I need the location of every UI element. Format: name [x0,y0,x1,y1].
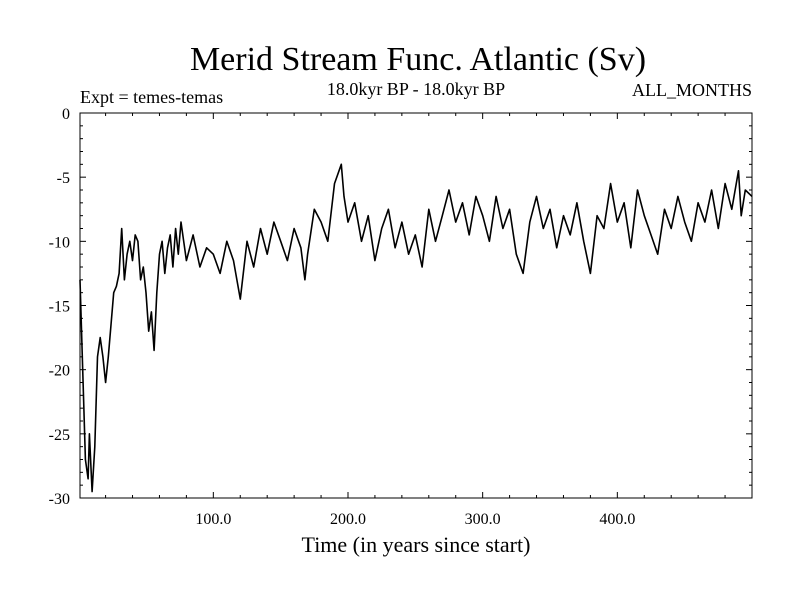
x-tick-label: 300.0 [465,511,501,528]
series-line [79,163,753,493]
experiment-label: Expt = temes-temas [80,87,223,107]
x-axis-label: Time (in years since start) [302,532,531,557]
chart-title: Merid Stream Func. Atlantic (Sv) [190,41,646,78]
y-tick-label: -15 [49,299,70,316]
y-tick-label: -30 [49,491,70,508]
chart-subtitle: 18.0kyr BP - 18.0kyr BP [327,79,505,99]
plot-frame [79,112,753,499]
y-tick-label: -5 [57,170,70,187]
y-tick-label: -10 [49,234,70,251]
y-tick-label: -20 [49,363,70,380]
y-axis-ticks: 0 -5 -10 -15 -20 -25 -30 [49,106,752,508]
y-tick-label: -25 [49,427,70,444]
y-tick-label: 0 [62,106,70,123]
x-tick-label: 100.0 [195,511,231,528]
x-tick-label: 200.0 [330,511,366,528]
months-label: ALL_MONTHS [632,80,752,100]
x-tick-label: 400.0 [599,511,635,528]
